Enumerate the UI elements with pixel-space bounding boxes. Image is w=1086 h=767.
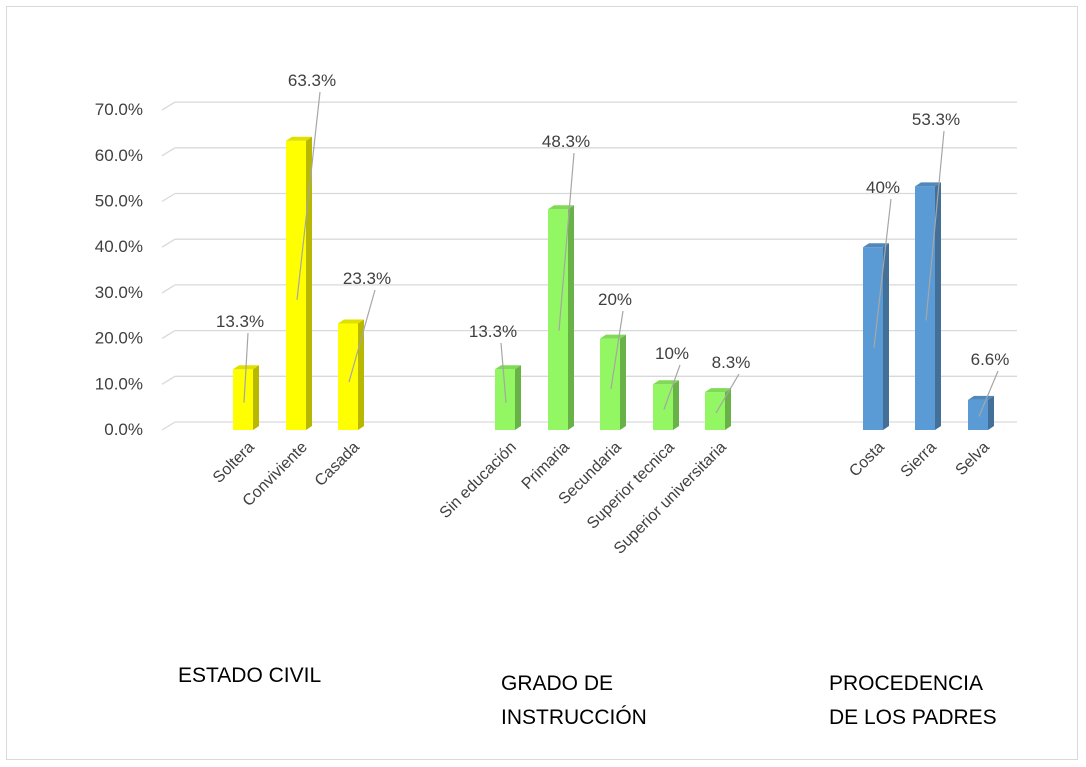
- bar-costa: [863, 243, 889, 430]
- chart-plot: 0.0% 10.0% 20.0% 30.0% 40.0% 50.0% 60.0% 70.0% 1…: [95, 71, 1017, 558]
- y-tick-label: 70.0%: [95, 100, 143, 119]
- y-tick-label: 0.0%: [104, 420, 143, 439]
- leader-line: [715, 373, 740, 414]
- bar-side-face: [515, 365, 521, 430]
- bar-side-face: [253, 365, 259, 430]
- gridline-diagonal: [161, 147, 176, 157]
- leader-line: [610, 310, 624, 389]
- data-label: 20%: [598, 290, 632, 309]
- gridline-diagonal: [161, 192, 176, 203]
- leader-line: [873, 198, 892, 348]
- category-label: Sin educación: [437, 439, 520, 522]
- y-tick-label: 20.0%: [95, 329, 143, 348]
- data-label: 8.3%: [712, 353, 751, 372]
- group-label-grado-instruccion: GRADO DE INSTRUCCIÓN: [501, 667, 647, 735]
- data-label: 13.3%: [216, 312, 264, 331]
- data-label: 13.3%: [469, 322, 517, 341]
- bar-top-face: [915, 182, 941, 187]
- bar-front-face: [286, 140, 306, 430]
- data-label: 40%: [866, 178, 900, 197]
- leader-line: [243, 332, 249, 403]
- bar-sierra: [915, 182, 941, 430]
- bar-sin-educacion: [495, 365, 521, 430]
- bar-front-face: [338, 323, 358, 430]
- bar-side-face: [673, 380, 679, 430]
- bar-front-face: [705, 392, 725, 430]
- category-label: Casada: [312, 439, 363, 490]
- bar-secundaria: [600, 334, 626, 430]
- data-label: 48.3%: [542, 132, 590, 151]
- bar-primaria: [548, 205, 574, 430]
- bar-side-face: [988, 395, 994, 430]
- bar-front-face: [968, 399, 988, 430]
- leader-line: [296, 91, 321, 300]
- bar-top-face: [495, 365, 521, 370]
- bar-front-face: [233, 369, 253, 430]
- bar-top-face: [286, 136, 312, 141]
- leader-line: [978, 370, 999, 417]
- leader-line: [663, 364, 681, 410]
- bar-front-face: [653, 384, 673, 430]
- y-tick-label: 10.0%: [95, 374, 143, 393]
- bar-side-face: [883, 243, 889, 430]
- bar-top-face: [653, 380, 679, 385]
- group-label-line: INSTRUCCIÓN: [501, 706, 647, 729]
- bar-soltera: [233, 365, 259, 430]
- bar-side-face: [306, 136, 312, 430]
- y-tick-label: 40.0%: [95, 237, 143, 256]
- category-label: Selva: [953, 439, 993, 479]
- bar-front-face: [548, 209, 568, 430]
- bar-casada: [338, 319, 364, 430]
- leader-line: [925, 130, 945, 321]
- bar-conviviente: [286, 136, 312, 430]
- y-tick-label: 60.0%: [95, 146, 143, 165]
- gridline-diagonal: [161, 284, 176, 294]
- bar-superior-universitaria: [705, 388, 731, 430]
- category-label: Primaria: [519, 439, 573, 493]
- leader-line: [348, 289, 376, 383]
- gridline-diagonal: [161, 375, 176, 385]
- group-label-line: PROCEDENCIA: [829, 672, 984, 695]
- bar-front-face: [915, 186, 935, 430]
- group-label-line: DE LOS PADRES: [829, 706, 997, 729]
- bar-side-face: [935, 182, 941, 430]
- bar-top-face: [705, 388, 731, 393]
- category-label: Costa: [846, 439, 888, 481]
- bar-side-face: [568, 205, 574, 430]
- gridline-diagonal: [161, 238, 176, 248]
- bar-top-face: [548, 205, 574, 210]
- data-label: 53.3%: [912, 110, 960, 129]
- group-label-estado-civil: ESTADO CIVIL: [178, 659, 321, 693]
- bar-superior-tecnica: [653, 380, 679, 430]
- data-label: 10%: [655, 344, 689, 363]
- group-label-procedencia-padres: PROCEDENCIA DE LOS PADRES: [829, 667, 997, 735]
- group-label-line: ESTADO CIVIL: [178, 664, 322, 687]
- y-tick-label: 50.0%: [95, 192, 143, 211]
- y-tick-label: 30.0%: [95, 283, 143, 302]
- leader-line: [558, 152, 575, 331]
- chart-frame: 0.0% 10.0% 20.0% 30.0% 40.0% 50.0% 60.0% 70.0% 1…: [6, 6, 1078, 760]
- leader-line: [500, 342, 507, 403]
- bar-side-face: [358, 319, 364, 430]
- gridline-diagonal: [161, 101, 176, 111]
- gridline-diagonal: [161, 330, 176, 340]
- bar-top-face: [863, 243, 889, 248]
- gridline-diagonal: [161, 421, 176, 431]
- bar-side-face: [725, 388, 731, 430]
- bar-front-face: [495, 369, 515, 430]
- data-label: 23.3%: [343, 269, 391, 288]
- category-label: Sierra: [898, 439, 940, 481]
- category-label: Soltera: [210, 439, 258, 487]
- bar-front-face: [863, 247, 883, 430]
- group-label-line: GRADO DE: [501, 672, 614, 695]
- data-label: 63.3%: [288, 71, 336, 90]
- data-label: 6.6%: [971, 350, 1010, 369]
- bar-side-face: [620, 334, 626, 430]
- bar-top-face: [338, 319, 364, 324]
